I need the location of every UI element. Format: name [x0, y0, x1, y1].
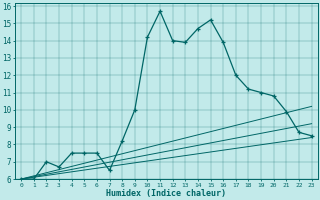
- X-axis label: Humidex (Indice chaleur): Humidex (Indice chaleur): [106, 189, 226, 198]
